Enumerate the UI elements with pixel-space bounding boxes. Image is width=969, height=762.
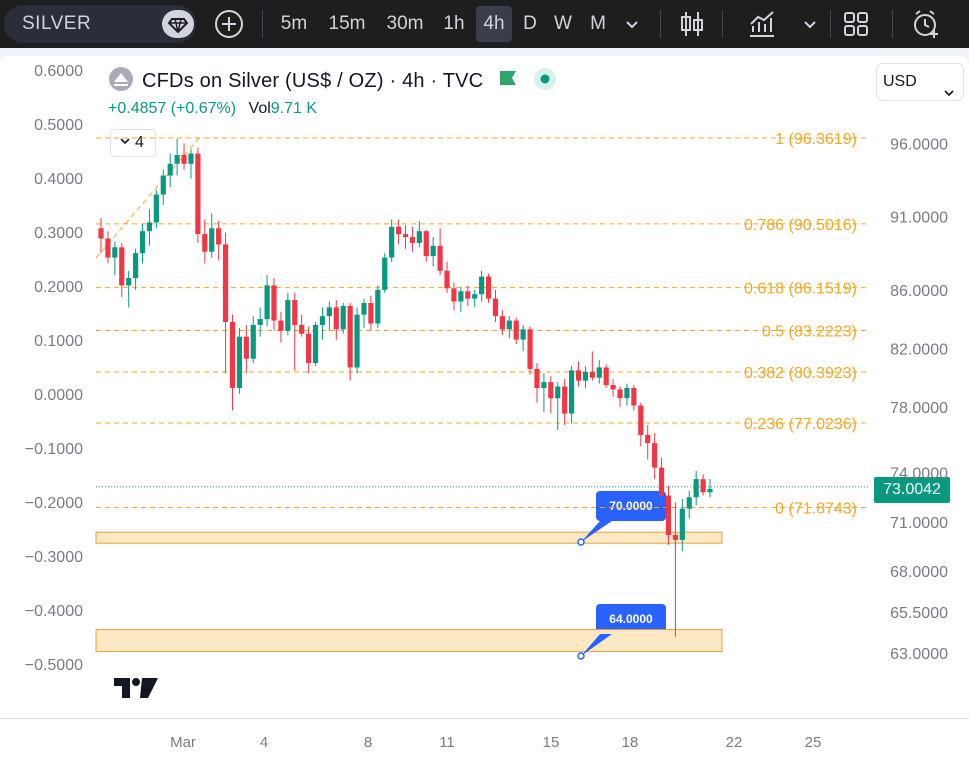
tradingview-logo[interactable] [112, 676, 160, 705]
legend-change: +0.4857 (+0.67%) Vol9.71 K [108, 100, 317, 118]
volume-label: Vol [248, 100, 271, 117]
divider [722, 10, 723, 38]
plus-circle-icon[interactable] [211, 6, 247, 42]
divider [892, 10, 893, 38]
interval-15m[interactable]: 15m [328, 13, 366, 34]
currency-select[interactable]: USD [876, 63, 964, 101]
interval-m[interactable]: M [590, 13, 606, 34]
top-toolbar: SILVER 5m 15m 30m 1h 4h D W M [0, 0, 969, 48]
divider [660, 10, 661, 38]
legend-title: CFDs on Silver (US$ / OZ) · 4h · TVC [142, 69, 484, 92]
indicator-count: 4 [135, 134, 144, 152]
interval-30m[interactable]: 30m [386, 13, 424, 34]
interval-d[interactable]: D [523, 13, 537, 34]
chevron-down-icon [943, 77, 955, 113]
candles-icon[interactable] [674, 6, 710, 42]
currency-value: USD [883, 73, 917, 90]
chevron-down-icon [119, 130, 131, 156]
layout-grid-icon[interactable] [838, 6, 874, 42]
indicators-collapse-button[interactable]: 4 [110, 129, 156, 157]
time-axis-bar[interactable] [0, 718, 969, 762]
volume-value: 9.71 K [270, 100, 318, 117]
price-callout-64[interactable]: 64.0000 [596, 604, 666, 634]
market-status-icon[interactable] [533, 67, 557, 96]
silver-logo-icon [108, 66, 134, 97]
symbol-search[interactable]: SILVER [4, 5, 196, 43]
chevron-down-icon[interactable] [792, 6, 828, 42]
last-price-label: 73.0042 [874, 477, 950, 503]
indicators-icon[interactable] [744, 6, 780, 42]
interval-1h[interactable]: 1h [443, 13, 465, 34]
price-callout-70[interactable]: 70.0000 [596, 491, 666, 521]
alarm-plus-icon[interactable] [908, 6, 944, 42]
interval-4h[interactable]: 4h [476, 6, 512, 42]
interval-5m[interactable]: 5m [280, 13, 308, 34]
symbol-name: SILVER [22, 13, 92, 34]
flag-icon[interactable] [497, 68, 519, 95]
divider [830, 10, 831, 38]
chart-legend: CFDs on Silver (US$ / OZ) · 4h · TVC [108, 66, 557, 96]
chevron-down-icon[interactable] [614, 6, 650, 42]
chart-pane[interactable] [0, 56, 969, 762]
divider [262, 10, 263, 38]
price-change: +0.4857 (+0.67%) [108, 100, 237, 117]
diamond-icon[interactable] [162, 10, 194, 38]
interval-w[interactable]: W [554, 13, 572, 34]
